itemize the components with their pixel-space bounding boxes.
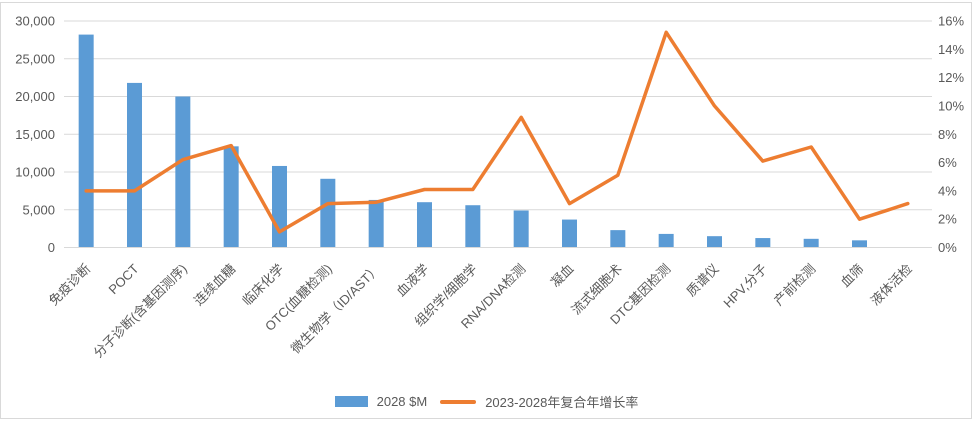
- bar-2028-value: [465, 205, 481, 248]
- bar-2028-value: [513, 210, 529, 248]
- right-axis-tick-label: 4%: [938, 183, 957, 198]
- bar-2028-value: [175, 96, 191, 248]
- bar-2028-value: [707, 236, 722, 248]
- left-axis-tick-label: 25,000: [15, 51, 55, 66]
- bar-2028-value: [610, 230, 626, 248]
- x-axis-category-label: 分子诊断(含基因测序): [90, 261, 189, 360]
- legend-line-label: 2023-2028年复合年增长率: [485, 395, 639, 410]
- bar-2028-value: [562, 219, 577, 248]
- right-axis-tick-label: 0%: [938, 240, 957, 255]
- bar-2028-value: [368, 199, 384, 248]
- bar-2028-value: [417, 202, 432, 248]
- chart-legend: 2028 $M 2023-2028年复合年增长率: [0, 392, 973, 411]
- bar-2028-value: [272, 165, 287, 248]
- left-axis-tick-label: 5,000: [22, 202, 55, 217]
- x-axis-category-label: 质谱仪: [683, 261, 721, 299]
- cagr-line: [84, 30, 910, 234]
- bar-2028-value: [755, 238, 771, 248]
- legend-bar-label: 2028 $M: [376, 394, 428, 409]
- right-axis-tick-label: 14%: [938, 42, 964, 57]
- right-axis-tick-label: 10%: [938, 98, 964, 113]
- x-axis-category-label: 血筛: [838, 261, 867, 290]
- x-axis-category-label: 凝血: [548, 261, 577, 290]
- left-axis-tick-label: 0: [48, 240, 55, 255]
- left-axis-tick-label: 10,000: [15, 165, 55, 180]
- right-axis-tick-label: 16%: [938, 14, 964, 29]
- bar-2028-value: [223, 146, 239, 248]
- left-axis-tick-label: 20,000: [15, 89, 55, 104]
- x-axis-category-label: 微生物学（ID/AST）: [288, 261, 383, 356]
- right-axis-tick-label: 2%: [938, 212, 957, 227]
- x-axis-category-label: HPV,分子: [720, 261, 770, 311]
- right-axis-tick-label: 6%: [938, 155, 957, 170]
- left-axis-tick-label: 15,000: [15, 127, 55, 142]
- x-axis-category-label: 产前检测: [771, 261, 818, 308]
- x-axis-category-label: 免疫诊断: [46, 261, 93, 308]
- x-axis-category-label: 血液学: [393, 261, 431, 299]
- x-axis-category-label: 临床化学: [239, 261, 286, 308]
- x-axis-category-label: 连续血糖: [191, 261, 238, 308]
- bar-2028-value: [127, 82, 142, 248]
- x-axis-category-label: POCT: [105, 261, 141, 297]
- x-axis-category-label: 液体活检: [868, 261, 915, 308]
- bar-2028-value: [78, 34, 94, 248]
- legend-bar-swatch-icon: [334, 396, 368, 407]
- legend-line-swatch-icon: [440, 399, 477, 404]
- left-axis-tick-label: 30,000: [15, 14, 55, 29]
- bar-2028-value: [803, 238, 819, 248]
- right-axis-tick-label: 8%: [938, 127, 957, 142]
- bar-2028-value: [658, 233, 674, 248]
- bar-2028-value: [320, 178, 336, 248]
- bar-2028-value: [852, 240, 867, 248]
- right-axis-tick-label: 12%: [938, 70, 964, 85]
